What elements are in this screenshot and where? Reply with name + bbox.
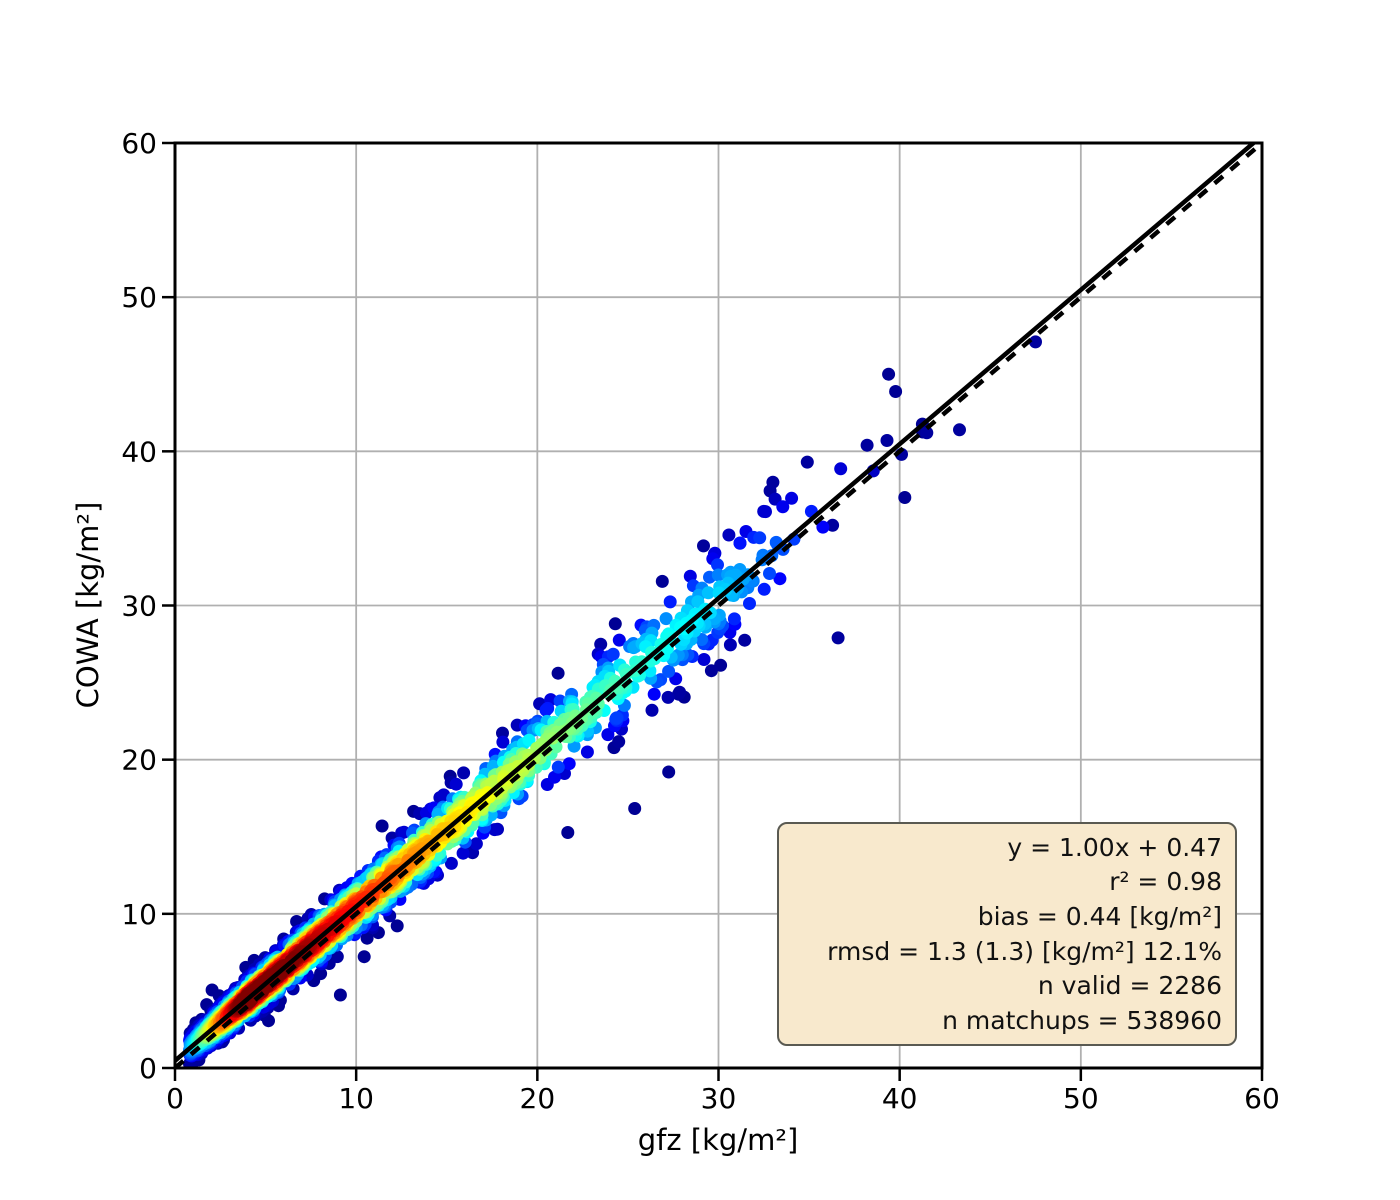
y-axis-label: COWA [kg/m²] [71, 502, 105, 709]
x-tick-label: 40 [882, 1082, 918, 1115]
y-tick-label: 20 [121, 744, 157, 777]
stats-line-rmsd: rmsd = 1.3 (1.3) [kg/m²] 12.1% [827, 936, 1222, 966]
x-tick-label: 30 [701, 1082, 737, 1115]
x-tick-label: 0 [166, 1082, 184, 1115]
stats-line-n-valid: n valid = 2286 [1037, 971, 1222, 1001]
x-axis-label: gfz [kg/m²] [638, 1123, 799, 1157]
fit-lines [175, 143, 1262, 1068]
stats-box: y = 1.00x + 0.47 r² = 0.98 bias = 0.44 [… [777, 822, 1237, 1046]
y-tick-label: 0 [139, 1052, 157, 1085]
y-tick-label: 50 [121, 281, 157, 314]
fit-line [175, 143, 1257, 1063]
x-tick-label: 50 [1063, 1082, 1099, 1115]
stats-line-n-matchups: n matchups = 538960 [942, 1005, 1222, 1035]
x-tick-label: 60 [1244, 1082, 1280, 1115]
y-tick-label: 60 [121, 127, 157, 160]
x-tick-label: 20 [520, 1082, 556, 1115]
y-tick-label: 40 [121, 435, 157, 468]
identity-line [175, 143, 1262, 1068]
y-tick-label: 10 [121, 898, 157, 931]
stats-line-equation: y = 1.00x + 0.47 [1007, 832, 1222, 862]
axis-ticks: 0 10 20 30 40 50 60 0 10 20 30 40 50 60 [121, 127, 1279, 1115]
stats-line-bias: bias = 0.44 [kg/m²] [977, 902, 1222, 932]
stats-line-r2: r² = 0.98 [1109, 867, 1222, 897]
x-tick-label: 10 [338, 1082, 374, 1115]
y-tick-label: 30 [121, 590, 157, 623]
